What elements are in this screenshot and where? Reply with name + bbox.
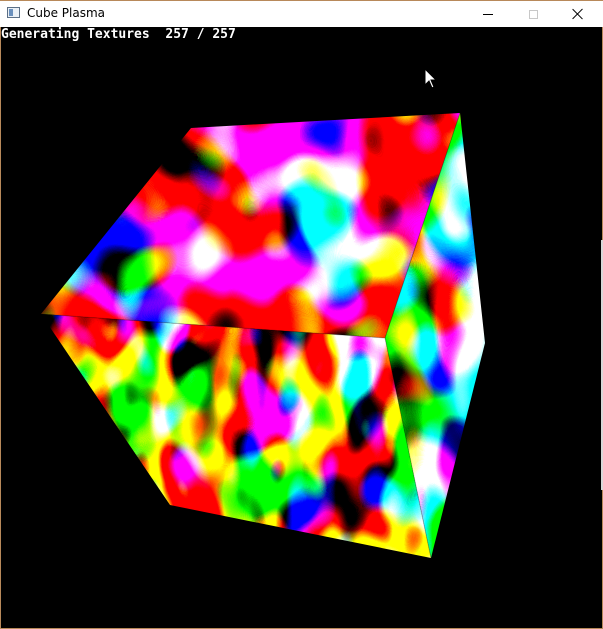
maximize-icon <box>528 9 538 19</box>
window-title: Cube Plasma <box>27 6 106 20</box>
mouse-pointer-icon <box>424 68 438 89</box>
render-viewport[interactable]: Generating Textures 257 / 257 <box>1 27 602 628</box>
minimize-button[interactable] <box>465 1 511 27</box>
progress-done: 257 <box>165 27 189 42</box>
progress-separator: / <box>196 27 205 42</box>
status-readout: Generating Textures 257 / 257 <box>1 27 236 42</box>
app-window-icon[interactable] <box>7 7 20 18</box>
progress-total: 257 <box>212 27 236 42</box>
close-icon <box>572 8 584 20</box>
title-bar[interactable]: Cube Plasma <box>0 0 603 27</box>
close-button[interactable] <box>555 1 601 27</box>
window-edge-highlight <box>601 240 603 490</box>
status-label: Generating Textures <box>1 27 150 42</box>
maximize-button[interactable] <box>510 1 556 27</box>
plasma-cube <box>40 112 485 559</box>
minimize-icon <box>483 13 493 15</box>
